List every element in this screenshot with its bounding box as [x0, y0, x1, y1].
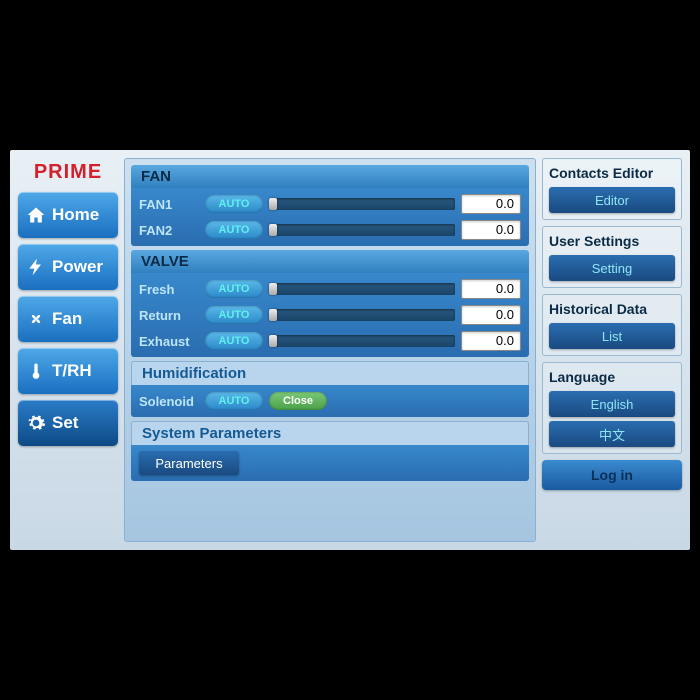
nav-power-label: Power: [52, 257, 103, 277]
gear-icon: [26, 413, 46, 433]
return-mode-toggle[interactable]: AUTO: [205, 306, 263, 324]
list-button[interactable]: List: [549, 323, 675, 349]
return-label: Return: [139, 308, 199, 323]
home-icon: [26, 205, 46, 225]
fresh-label: Fresh: [139, 282, 199, 297]
setting-button[interactable]: Setting: [549, 255, 675, 281]
fan-section: FAN FAN1 AUTO 0.0 FAN2 AUTO 0.0: [131, 165, 529, 246]
humid-section-title: Humidification: [131, 361, 529, 385]
fresh-value[interactable]: 0.0: [461, 279, 521, 299]
login-button[interactable]: Log in: [542, 460, 682, 490]
solenoid-label: Solenoid: [139, 394, 199, 409]
solenoid-row: Solenoid AUTO Close: [139, 390, 521, 412]
fresh-row: Fresh AUTO 0.0: [139, 278, 521, 300]
exhaust-value[interactable]: 0.0: [461, 331, 521, 351]
nav-home[interactable]: Home: [18, 192, 118, 238]
nav-power[interactable]: Power: [18, 244, 118, 290]
brand-logo: PRIME: [18, 158, 118, 186]
sysparam-section-title: System Parameters: [131, 421, 529, 445]
valve-section-title: VALVE: [131, 250, 529, 273]
language-title: Language: [549, 369, 675, 385]
language-group: Language English 中文: [542, 362, 682, 454]
fan2-slider[interactable]: [269, 224, 455, 236]
contacts-title: Contacts Editor: [549, 165, 675, 181]
user-settings-group: User Settings Setting: [542, 226, 682, 288]
parameters-button[interactable]: Parameters: [139, 451, 239, 475]
humidification-section: Humidification Solenoid AUTO Close: [131, 361, 529, 417]
right-panel: Contacts Editor Editor User Settings Set…: [542, 158, 682, 542]
historical-data-group: Historical Data List: [542, 294, 682, 356]
return-slider[interactable]: [269, 309, 455, 321]
thermometer-icon: [26, 361, 46, 381]
fan1-label: FAN1: [139, 197, 199, 212]
contacts-editor-group: Contacts Editor Editor: [542, 158, 682, 220]
fresh-mode-toggle[interactable]: AUTO: [205, 280, 263, 298]
fan2-value[interactable]: 0.0: [461, 220, 521, 240]
nav-trh[interactable]: T/RH: [18, 348, 118, 394]
solenoid-mode-toggle[interactable]: AUTO: [205, 392, 263, 410]
exhaust-mode-toggle[interactable]: AUTO: [205, 332, 263, 350]
solenoid-close-button[interactable]: Close: [269, 392, 327, 410]
fan-section-title: FAN: [131, 165, 529, 188]
nav-trh-label: T/RH: [52, 361, 92, 381]
fan1-value[interactable]: 0.0: [461, 194, 521, 214]
exhaust-label: Exhaust: [139, 334, 199, 349]
exhaust-row: Exhaust AUTO 0.0: [139, 330, 521, 352]
left-nav: PRIME Home Power Fan T/RH: [18, 158, 118, 542]
fresh-slider[interactable]: [269, 283, 455, 295]
nav-home-label: Home: [52, 205, 99, 225]
english-button[interactable]: English: [549, 391, 675, 417]
lightning-icon: [26, 257, 46, 277]
fan1-row: FAN1 AUTO 0.0: [139, 193, 521, 215]
exhaust-slider[interactable]: [269, 335, 455, 347]
system-parameters-section: System Parameters Parameters: [131, 421, 529, 481]
return-row: Return AUTO 0.0: [139, 304, 521, 326]
center-panel: FAN FAN1 AUTO 0.0 FAN2 AUTO 0.0 VALVE: [124, 158, 536, 542]
fan2-label: FAN2: [139, 223, 199, 238]
settings-screen: PRIME Home Power Fan T/RH: [10, 150, 690, 550]
fan1-mode-toggle[interactable]: AUTO: [205, 195, 263, 213]
nav-fan[interactable]: Fan: [18, 296, 118, 342]
fan2-mode-toggle[interactable]: AUTO: [205, 221, 263, 239]
return-value[interactable]: 0.0: [461, 305, 521, 325]
nav-set[interactable]: Set: [18, 400, 118, 446]
chinese-button[interactable]: 中文: [549, 421, 675, 447]
nav-fan-label: Fan: [52, 309, 82, 329]
fan-icon: [26, 309, 46, 329]
user-settings-title: User Settings: [549, 233, 675, 249]
editor-button[interactable]: Editor: [549, 187, 675, 213]
nav-set-label: Set: [52, 413, 78, 433]
fan1-slider[interactable]: [269, 198, 455, 210]
historical-title: Historical Data: [549, 301, 675, 317]
valve-section: VALVE Fresh AUTO 0.0 Return AUTO 0.0 Exh…: [131, 250, 529, 357]
fan2-row: FAN2 AUTO 0.0: [139, 219, 521, 241]
